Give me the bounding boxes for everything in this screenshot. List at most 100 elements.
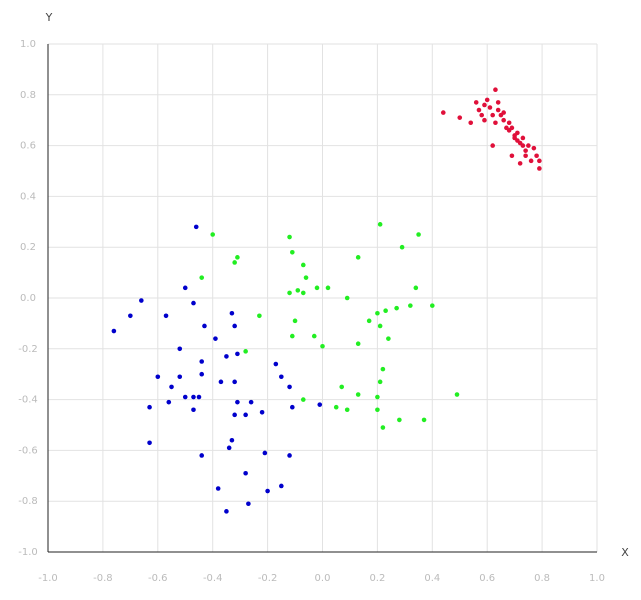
point [224, 509, 229, 514]
point [482, 102, 487, 108]
point [191, 407, 196, 413]
point [523, 148, 528, 153]
point [235, 255, 240, 260]
point [344, 295, 350, 301]
point [394, 305, 399, 311]
point [199, 275, 205, 280]
point [399, 244, 405, 250]
point [408, 303, 413, 308]
y-tick-label: 0.8 [20, 90, 36, 101]
point [213, 336, 218, 341]
point [169, 384, 174, 390]
point [287, 290, 292, 296]
x-tick-label: -0.6 [148, 573, 168, 584]
point [287, 384, 292, 390]
y-tick-label: 0.0 [20, 293, 36, 304]
point [440, 110, 446, 115]
point [191, 300, 196, 306]
point [375, 394, 380, 400]
point [520, 143, 526, 148]
y-tick-label: -0.6 [18, 445, 38, 456]
point [490, 143, 495, 148]
point [177, 374, 183, 380]
point [531, 145, 537, 151]
y-tick-label: 0.6 [20, 141, 36, 152]
point [295, 288, 301, 293]
point [534, 153, 539, 159]
point [163, 313, 169, 319]
point [454, 392, 460, 397]
point [537, 166, 542, 171]
point [290, 249, 295, 255]
point [375, 407, 380, 413]
point [377, 323, 383, 329]
point [333, 404, 339, 410]
point [523, 153, 528, 159]
point [377, 222, 383, 227]
point [287, 234, 292, 240]
point [493, 120, 498, 126]
point [139, 298, 144, 303]
point [537, 158, 542, 164]
point [196, 394, 202, 400]
point [248, 399, 254, 405]
point [490, 112, 495, 118]
x-tick-label: -0.2 [258, 573, 278, 584]
point [457, 115, 463, 120]
point [484, 97, 490, 103]
point [355, 392, 361, 397]
point [111, 328, 117, 334]
point [520, 135, 526, 141]
x-tick-label: 0.8 [534, 573, 550, 584]
point [468, 120, 474, 126]
point [509, 153, 515, 159]
point [215, 486, 221, 491]
point [177, 346, 183, 352]
point [311, 333, 317, 339]
point [155, 374, 161, 380]
point [232, 412, 237, 418]
point [193, 224, 199, 230]
point [202, 323, 207, 329]
point [383, 308, 388, 314]
point [243, 470, 248, 476]
y-tick-label: 0.4 [20, 191, 36, 202]
point [229, 437, 235, 443]
point [339, 384, 345, 390]
point [218, 379, 224, 385]
point [182, 285, 188, 291]
point [320, 343, 325, 349]
x-tick-label: -1.0 [38, 573, 58, 584]
point [303, 275, 309, 280]
point [377, 379, 383, 385]
point [265, 488, 270, 494]
point [473, 100, 479, 105]
point [300, 262, 306, 268]
point [210, 232, 215, 237]
point [279, 374, 284, 380]
point [147, 440, 152, 446]
point [199, 371, 205, 377]
point [279, 483, 284, 489]
point [182, 394, 188, 400]
point [243, 412, 248, 418]
x-tick-label: 0.2 [369, 573, 385, 584]
point [526, 143, 531, 148]
point [430, 303, 435, 308]
point [226, 445, 232, 451]
point [292, 318, 298, 324]
point [317, 402, 323, 407]
point [495, 100, 501, 105]
y-tick-label: 0.2 [20, 242, 36, 253]
x-tick-label: -0.4 [203, 573, 223, 584]
point [287, 453, 292, 458]
point [482, 117, 487, 123]
point [257, 313, 262, 319]
point [224, 354, 229, 359]
point [243, 349, 248, 354]
y-tick-label: 1.0 [20, 39, 36, 50]
point [355, 341, 361, 347]
point [506, 120, 512, 126]
point [232, 323, 237, 329]
